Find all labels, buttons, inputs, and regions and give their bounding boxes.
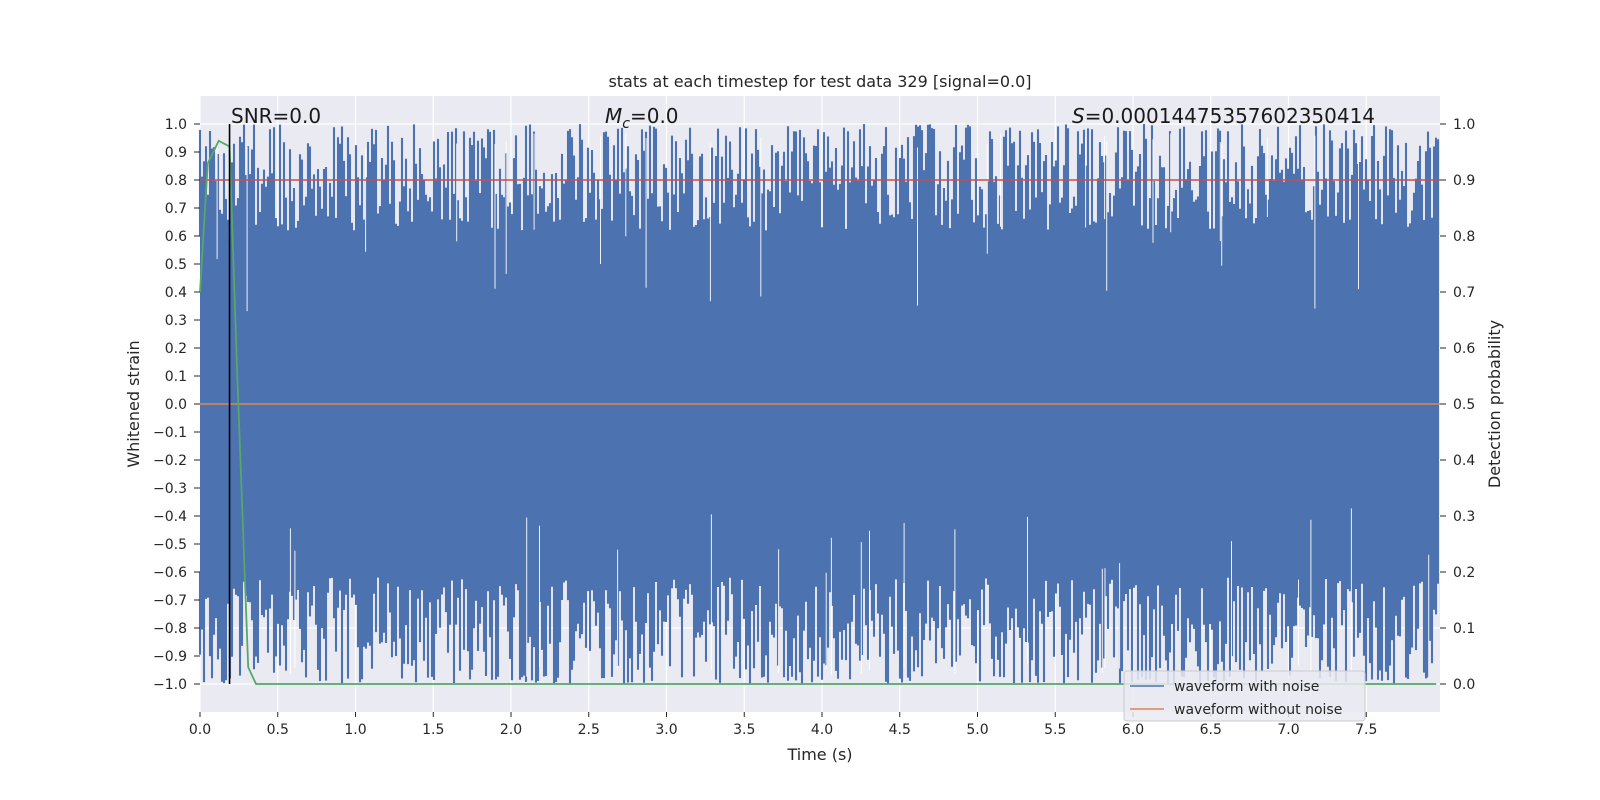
y-left-tick-label: −0.3	[153, 481, 187, 497]
y-left-tick-label: 0.9	[165, 145, 187, 161]
y-left-tick-label: −0.5	[153, 537, 187, 553]
noise-dropout-spikes	[216, 133, 1430, 678]
y-left-tick-label: −0.9	[153, 649, 187, 665]
legend-label-noise: waveform with noise	[1174, 679, 1319, 695]
x-tick-label: 0.5	[267, 722, 289, 738]
legend-box	[1123, 670, 1366, 722]
x-tick-label: 3.0	[655, 722, 677, 738]
y-right-tick-label: 0.3	[1453, 509, 1475, 525]
y-left-tick-label: 0.5	[165, 257, 187, 273]
y-right-tick-label: 0.0	[1453, 677, 1475, 693]
x-tick-label: 0.0	[189, 722, 211, 738]
y-right-tick-label: 1.0	[1453, 117, 1475, 133]
y-left-tick-label: 1.0	[165, 117, 187, 133]
y-left-tick-label: −0.6	[153, 565, 187, 581]
snr-annotation: SNR=0.0	[231, 104, 321, 128]
x-tick-label: 1.5	[422, 722, 444, 738]
legend-label-clean: waveform without noise	[1174, 702, 1342, 718]
x-tick-label: 2.0	[500, 722, 522, 738]
chirp-mass-annotation: Mc=0.0	[605, 104, 679, 132]
y-left-tick-label: 0.4	[165, 285, 187, 301]
x-tick-label: 7.5	[1355, 722, 1377, 738]
x-tick-label: 4.5	[889, 722, 911, 738]
y-right-tick-label: 0.1	[1453, 621, 1475, 637]
y-right-tick-label: 0.6	[1453, 341, 1475, 357]
y-right-tick-label: 0.2	[1453, 565, 1475, 581]
x-tick-label: 3.5	[733, 722, 755, 738]
y-left-tick-label: −0.4	[153, 509, 187, 525]
y-left-tick-label: −0.2	[153, 453, 187, 469]
y-axis-left: 1.0 0.9 0.8 0.7 0.6 0.5 0.4 0.3 0.2 0.1 0.0 −0.1 −0.…	[153, 117, 200, 693]
y-left-tick-label: 0.7	[165, 201, 187, 217]
y-left-tick-label: −0.8	[153, 621, 187, 637]
x-tick-label: 5.5	[1044, 722, 1066, 738]
x-tick-label: 2.5	[578, 722, 600, 738]
s-statistic-annotation: S=0.00014475357602350414	[1072, 104, 1375, 128]
y-left-tick-label: 0.1	[165, 369, 187, 385]
chart-title: stats at each timestep for test data 329…	[608, 72, 1031, 91]
x-tick-label: 4.0	[811, 722, 833, 738]
y-left-tick-label: 0.8	[165, 173, 187, 189]
y-right-tick-label: 0.4	[1453, 453, 1475, 469]
y-left-tick-label: 0.0	[165, 397, 187, 413]
y-axis-left-label: Whitened strain	[124, 340, 143, 467]
y-right-tick-label: 0.7	[1453, 285, 1475, 301]
y-left-tick-label: −1.0	[153, 677, 187, 693]
y-axis-right: 1.0 0.9 0.8 0.7 0.6 0.5 0.4 0.3 0.2 0.1 0.0	[1440, 117, 1475, 693]
x-axis: 0.0 0.5 1.0 1.5 2.0 2.5 3.0 3.5 4.0 4.5 5.0 5.5 6.0 6…	[189, 712, 1377, 738]
x-tick-label: 5.0	[966, 722, 988, 738]
series-overlays	[199, 124, 1440, 685]
x-tick-label: 7.0	[1277, 722, 1299, 738]
series-detection-probability	[199, 139, 1437, 685]
x-axis-label: Time (s)	[786, 745, 852, 764]
y-axis-right-label: Detection probability	[1485, 320, 1504, 488]
y-left-tick-label: 0.6	[165, 229, 187, 245]
noise-lower-envelope	[198, 572, 1440, 684]
y-left-tick-label: 0.3	[165, 313, 187, 329]
y-left-tick-label: 0.2	[165, 341, 187, 357]
y-left-tick-label: −0.1	[153, 425, 187, 441]
legend: waveform with noise waveform without noi…	[1123, 670, 1366, 722]
y-left-tick-label: −0.7	[153, 593, 187, 609]
noise-upper-envelope	[198, 124, 1440, 236]
x-tick-label: 6.5	[1200, 722, 1222, 738]
x-tick-label: 1.0	[344, 722, 366, 738]
x-tick-label: 6.0	[1122, 722, 1144, 738]
y-right-tick-label: 0.5	[1453, 397, 1475, 413]
y-right-tick-label: 0.8	[1453, 229, 1475, 245]
y-right-tick-label: 0.9	[1453, 173, 1475, 189]
